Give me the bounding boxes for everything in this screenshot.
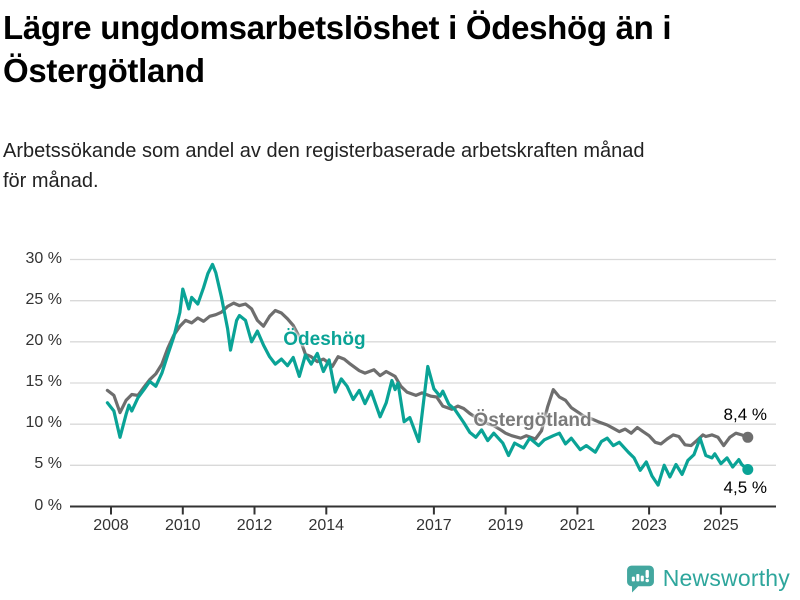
series-label-ostergotland: Östergötland [473,410,592,432]
subtitle-line-2: för månad. [3,170,99,192]
title-line-1: Lägre ungdomsarbetslöshet i Ödeshög än i [3,9,672,46]
series-label-odeshog: Ödeshög [283,329,366,351]
end-value-label-ostergotland: 8,4 % [723,405,768,425]
newsworthy-logo-text: Newsworthy [662,564,790,591]
chart-subtitle: Arbetssökande som andel av den registerb… [3,136,793,196]
page-title: Lägre ungdomsarbetslöshet i Ödeshög än i… [3,6,793,92]
newsworthy-logo-icon [626,565,654,593]
series-end-dot-Östergötland [742,431,754,443]
newsworthy-logo: Newsworthy [625,562,790,594]
subtitle-line-1: Arbetssökande som andel av den registerb… [3,140,645,162]
title-line-2: Östergötland [3,52,205,89]
series-line-Ödeshög [105,262,750,487]
end-value-label-odeshog: 4,5 % [723,478,768,498]
series-end-dot-Ödeshög [742,464,754,475]
series-line-Östergötland [105,301,750,448]
logo-bars-icon [631,569,649,582]
